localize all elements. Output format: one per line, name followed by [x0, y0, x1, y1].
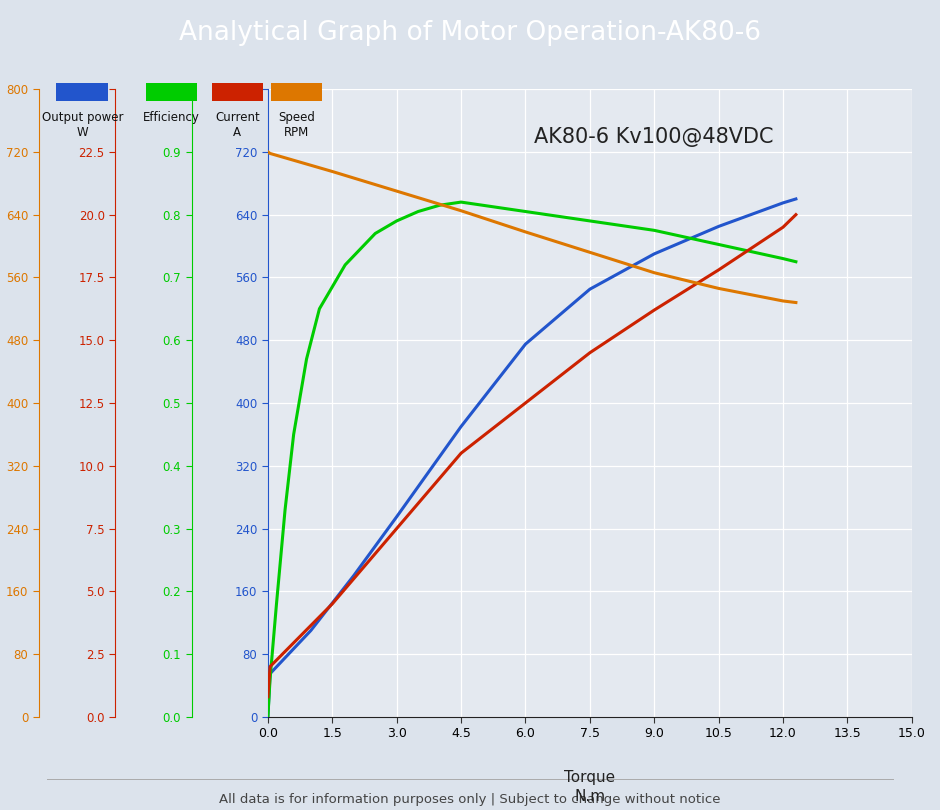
Text: RPM: RPM [284, 126, 309, 139]
Text: Current: Current [215, 111, 259, 124]
Text: N.m: N.m [574, 789, 605, 804]
Text: All data is for information purposes only | Subject to change without notice: All data is for information purposes onl… [219, 792, 721, 806]
Text: Efficiency: Efficiency [143, 111, 200, 124]
Text: W: W [76, 126, 88, 139]
Text: Output power: Output power [41, 111, 123, 124]
Text: Speed: Speed [278, 111, 315, 124]
Text: Analytical Graph of Motor Operation-AK80-6: Analytical Graph of Motor Operation-AK80… [179, 20, 761, 46]
Text: A: A [233, 126, 242, 139]
Text: Torque: Torque [564, 770, 616, 785]
Text: AK80-6 Kv100@48VDC: AK80-6 Kv100@48VDC [535, 127, 774, 147]
